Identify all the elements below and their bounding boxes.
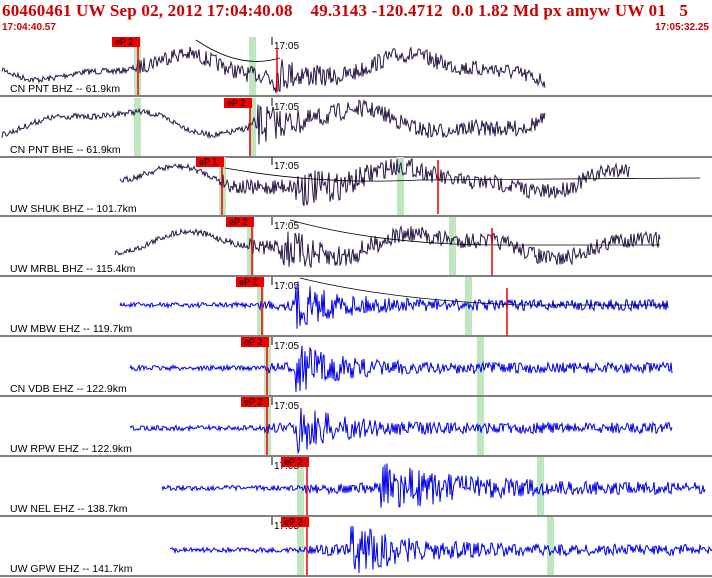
pick-label: eP 2 bbox=[244, 397, 262, 407]
waveform bbox=[129, 407, 673, 455]
trace-panel[interactable]: 17:05 eP 2 CN PNT BHZ -- 61.9km bbox=[0, 37, 712, 97]
trace-panel[interactable]: 17:05 eP 2 UW RPW EHZ -- 122.9km bbox=[0, 397, 712, 457]
waveform bbox=[161, 463, 706, 508]
pick-flag[interactable] bbox=[236, 277, 264, 287]
trace-panel[interactable]: 17:05 eP 2 UW MRBL BHZ -- 115.4km bbox=[0, 217, 712, 277]
phase-window-band bbox=[297, 457, 304, 515]
pick-flag[interactable] bbox=[226, 217, 254, 227]
trace-panel[interactable]: 17:05 eP 2 CN PNT BHE -- 61.9km bbox=[0, 98, 712, 158]
pick-flag[interactable] bbox=[112, 37, 140, 47]
pick-flag[interactable] bbox=[196, 157, 224, 167]
travel-time-curve bbox=[299, 277, 668, 306]
phase-window-band bbox=[397, 157, 404, 215]
phase-window-band bbox=[297, 517, 304, 575]
end-time: 17:05:32.25 bbox=[655, 22, 709, 33]
pick-flag[interactable] bbox=[281, 457, 309, 467]
phase-window-band bbox=[449, 217, 456, 275]
waveform bbox=[169, 525, 712, 574]
travel-time-curve bbox=[195, 39, 281, 62]
time-tick-label: 17:05 bbox=[274, 41, 299, 52]
pick-label: eP 2 bbox=[284, 517, 302, 527]
waveform bbox=[119, 281, 669, 329]
pick-label: eP 1 bbox=[199, 157, 217, 167]
station-label: UW SHUK BHZ -- 101.7km bbox=[10, 203, 137, 215]
phase-window-band bbox=[134, 98, 141, 156]
station-label: CN VDB EHZ -- 122.9km bbox=[10, 383, 127, 395]
waveform bbox=[129, 345, 673, 392]
travel-time-curve bbox=[289, 219, 660, 246]
pick-flag[interactable] bbox=[241, 337, 269, 347]
waveform bbox=[1, 46, 546, 94]
trace-panel[interactable]: 17:05 eP 2 CN VDB EHZ -- 122.9km bbox=[0, 337, 712, 397]
station-label: CN PNT BHZ -- 61.9km bbox=[10, 83, 120, 95]
trace-panel[interactable]: 17:05 eP 2 UW MBW EHZ -- 119.7km bbox=[0, 277, 712, 337]
station-label: UW NEL EHZ -- 138.7km bbox=[10, 503, 128, 515]
pick-label: eP 2 bbox=[284, 457, 302, 467]
pick-label: eP 2 bbox=[229, 217, 247, 227]
station-label: UW MRBL BHZ -- 115.4km bbox=[10, 263, 136, 275]
phase-window-band bbox=[249, 98, 256, 156]
time-tick-label: 17:05 bbox=[274, 221, 299, 232]
travel-time-curve bbox=[224, 167, 701, 182]
time-tick-label: 17:05 bbox=[274, 341, 299, 352]
phase-window-band bbox=[477, 337, 484, 395]
waveform bbox=[119, 157, 631, 206]
pick-label: eP 2 bbox=[115, 37, 133, 47]
station-label: UW RPW EHZ -- 122.9km bbox=[10, 443, 132, 455]
time-tick-label: 17:05 bbox=[274, 102, 299, 113]
phase-window-band bbox=[547, 517, 554, 575]
pick-flag[interactable] bbox=[224, 98, 252, 108]
pick-flag[interactable] bbox=[241, 397, 269, 407]
time-tick-label: 17:05 bbox=[274, 281, 299, 292]
phase-window-band bbox=[247, 217, 254, 275]
phase-window-band bbox=[249, 37, 256, 95]
event-header: 60460461 UW Sep 02, 2012 17:04:40.08 49.… bbox=[0, 0, 712, 36]
pick-label: eP 2 bbox=[227, 98, 245, 108]
trace-panel[interactable]: 17:05 eP 1 UW SHUK BHZ -- 101.7km bbox=[0, 157, 712, 217]
pick-label: eP 2 bbox=[239, 277, 257, 287]
waveform bbox=[114, 224, 661, 268]
time-tick-label: 17:05 bbox=[274, 161, 299, 172]
station-label: CN PNT BHE -- 61.9km bbox=[10, 144, 121, 156]
phase-window-band bbox=[537, 457, 544, 515]
station-label: UW GPW EHZ -- 141.7km bbox=[10, 563, 133, 575]
event-title: 60460461 UW Sep 02, 2012 17:04:40.08 49.… bbox=[2, 1, 689, 20]
pick-label: eP 2 bbox=[244, 337, 262, 347]
start-time: 17:04:40.57 bbox=[2, 22, 56, 33]
station-label: UW MBW EHZ -- 119.7km bbox=[10, 323, 133, 335]
waveform bbox=[1, 98, 546, 145]
time-tick-label: 17:05 bbox=[274, 401, 299, 412]
pick-flag[interactable] bbox=[281, 517, 309, 527]
